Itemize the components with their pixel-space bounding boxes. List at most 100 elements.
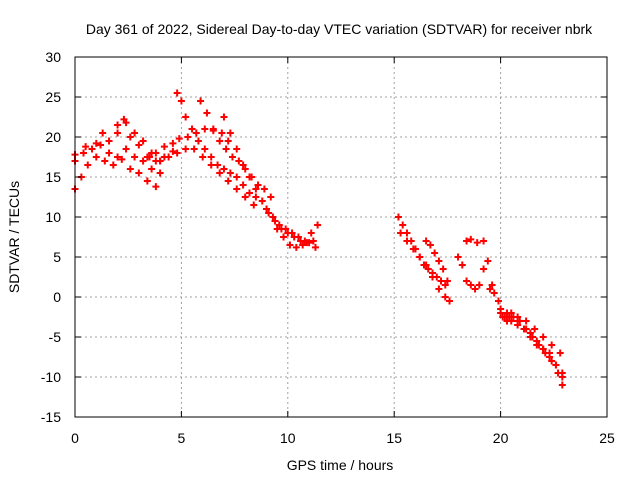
series-trace-15: [454, 253, 496, 293]
data-point: [220, 165, 228, 173]
data-point: [267, 193, 275, 201]
data-point: [233, 173, 241, 181]
data-point: [416, 253, 424, 261]
data-point: [101, 157, 109, 165]
data-point: [135, 141, 143, 149]
data-point: [299, 241, 307, 249]
data-points-layer: [71, 89, 566, 389]
y-tick-label: -10: [41, 369, 61, 385]
data-point: [216, 169, 224, 177]
data-point: [522, 317, 530, 325]
series-trace-4: [114, 115, 177, 165]
series-trace-21: [507, 309, 566, 377]
data-point: [122, 145, 130, 153]
data-point: [507, 309, 515, 317]
data-point: [201, 125, 209, 133]
data-point: [539, 345, 547, 353]
y-tick-labels: -15 -10 -5 0 5 10 15 20 25 30: [41, 49, 61, 425]
data-point: [114, 129, 122, 137]
data-point: [218, 129, 226, 137]
data-point: [301, 237, 309, 245]
data-point: [286, 241, 294, 249]
x-tick-label: 5: [178, 430, 186, 446]
data-point: [182, 145, 190, 153]
data-point: [514, 317, 522, 325]
data-point: [173, 149, 181, 157]
series-trace-7: [197, 97, 275, 201]
data-point: [143, 177, 151, 185]
data-point: [241, 165, 249, 173]
data-point: [224, 177, 232, 185]
data-point: [292, 243, 300, 251]
data-point: [228, 153, 236, 161]
data-point: [222, 145, 230, 153]
data-point: [446, 297, 454, 305]
data-point: [226, 169, 234, 177]
data-point: [233, 185, 241, 193]
data-point: [194, 137, 202, 145]
series-trace-13: [397, 229, 454, 305]
data-point: [273, 225, 281, 233]
data-point: [254, 181, 262, 189]
data-point: [220, 113, 228, 121]
data-point: [241, 193, 249, 201]
data-point: [250, 201, 258, 209]
series-trace-6: [173, 89, 260, 201]
data-point: [294, 233, 302, 241]
series-trace-5: [145, 125, 232, 161]
data-point: [84, 161, 92, 169]
x-tick-label: 20: [493, 430, 509, 446]
data-point: [288, 229, 296, 237]
data-point: [484, 257, 492, 265]
x-tick-labels: 0 5 10 15 20 25: [71, 430, 615, 446]
data-point: [441, 293, 449, 301]
data-point: [92, 139, 100, 147]
data-point: [207, 153, 215, 161]
y-axis-label: SDTVAR / TECUs: [6, 181, 22, 293]
chart-title: Day 361 of 2022, Sidereal Day-to-day VTE…: [86, 21, 593, 37]
data-point: [546, 349, 554, 357]
data-point: [314, 221, 322, 229]
series-trace-1: [71, 153, 160, 193]
data-point: [114, 121, 122, 129]
data-point: [135, 169, 143, 177]
y-tick-label: 5: [53, 249, 61, 265]
data-point: [258, 197, 266, 205]
data-point: [80, 149, 88, 157]
data-point: [422, 237, 430, 245]
data-point: [271, 217, 279, 225]
data-point: [507, 317, 515, 325]
data-point: [473, 239, 481, 247]
data-point: [201, 145, 209, 153]
data-point: [552, 361, 560, 369]
series-trace-14: [422, 237, 451, 285]
data-point: [424, 265, 432, 273]
data-point: [173, 89, 181, 97]
data-point: [184, 133, 192, 141]
data-point: [403, 229, 411, 237]
data-point: [260, 185, 268, 193]
data-point: [109, 161, 117, 169]
data-point: [269, 213, 277, 221]
data-point: [435, 257, 443, 265]
y-tick-label: 25: [45, 89, 61, 105]
data-point: [443, 277, 451, 285]
data-point: [282, 225, 290, 233]
data-point: [209, 125, 217, 133]
data-point: [182, 113, 190, 121]
data-point: [480, 265, 488, 273]
data-point: [207, 161, 215, 169]
data-point: [239, 161, 247, 169]
data-point: [192, 129, 200, 137]
data-point: [99, 129, 107, 137]
data-point: [226, 129, 234, 137]
data-point: [475, 281, 483, 289]
data-point: [197, 97, 205, 105]
grid-layer: [75, 57, 607, 417]
data-point: [139, 137, 147, 145]
x-tick-label: 0: [71, 430, 79, 446]
data-point: [441, 281, 449, 289]
y-tick-label: 0: [53, 289, 61, 305]
data-point: [488, 281, 496, 289]
